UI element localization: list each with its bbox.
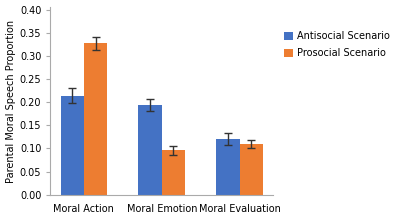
Bar bbox=[240, 144, 263, 195]
Bar bbox=[84, 43, 107, 195]
Bar bbox=[138, 104, 162, 195]
Bar bbox=[162, 150, 185, 195]
Y-axis label: Parental Moral Speech Proportion: Parental Moral Speech Proportion bbox=[6, 20, 16, 183]
Bar bbox=[60, 96, 84, 195]
Bar bbox=[216, 139, 240, 195]
Legend: Antisocial Scenario, Prosocial Scenario: Antisocial Scenario, Prosocial Scenario bbox=[280, 27, 394, 62]
